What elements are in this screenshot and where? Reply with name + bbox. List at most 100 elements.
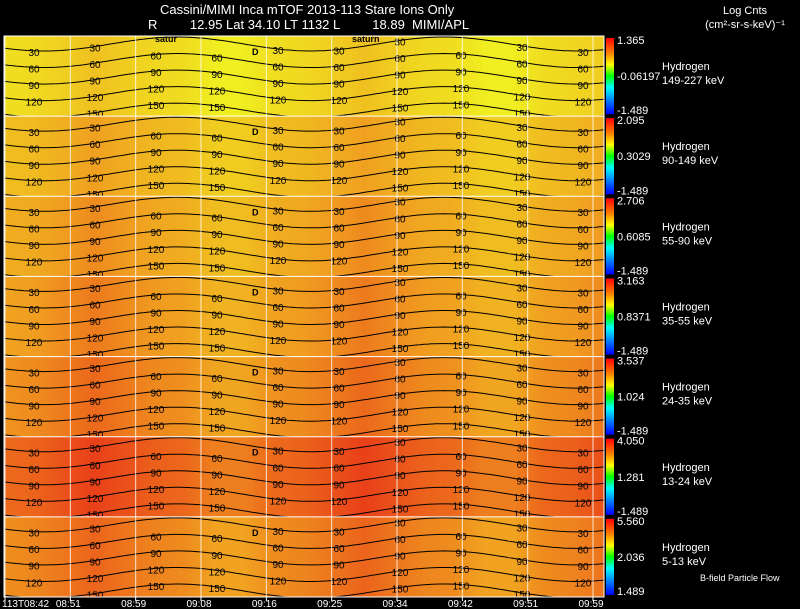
- contour-label: 30: [516, 123, 528, 134]
- contour-label: 60: [150, 132, 162, 143]
- contour-label: 120: [87, 494, 104, 505]
- contour-label: 120: [331, 497, 348, 508]
- x-tick-label: 09:34: [382, 599, 407, 609]
- contour-label: 90: [333, 320, 345, 331]
- contour-label: 60: [394, 535, 406, 546]
- contour-label: 150: [453, 181, 470, 192]
- colorbar-6: [606, 438, 614, 515]
- contour-label: 30: [577, 48, 589, 59]
- contour-label: 120: [270, 96, 287, 107]
- contour-label: 120: [514, 413, 531, 424]
- contour-label: 90: [211, 551, 223, 562]
- contour-label: 90: [516, 396, 528, 407]
- contour-label: 120: [87, 414, 104, 425]
- contour-label: 90: [516, 316, 528, 327]
- colorbar-mid-6: 1.281: [617, 472, 645, 484]
- panel-3-contour-120: [3, 246, 605, 262]
- contour-label: 60: [28, 385, 40, 396]
- panel-6-contour-120: [3, 486, 605, 502]
- contour-label: 30: [272, 527, 284, 538]
- x-tick-label: 09:25: [317, 599, 342, 609]
- contour-label: 90: [89, 557, 101, 568]
- contour-label: 30: [272, 286, 284, 297]
- contour-label: 120: [575, 418, 592, 429]
- colorbar-units: Log Cnts (cm²-sr-s-keV)⁻¹: [690, 4, 800, 32]
- contour-label: 120: [209, 327, 226, 338]
- contour-label: 60: [577, 145, 589, 156]
- contour-label: 120: [514, 173, 531, 184]
- contour-label: 150: [392, 264, 409, 275]
- contour-label: 60: [516, 540, 528, 551]
- colorbar-min-1: -1.489: [617, 105, 648, 117]
- panel-5-contour-30: [3, 357, 605, 373]
- contour-label: 120: [453, 485, 470, 496]
- colorbar-4: [606, 278, 614, 355]
- panel-6-contour-30: [3, 437, 605, 453]
- contour-label: 150: [209, 343, 226, 354]
- colorbar-min-5: -1.489: [617, 426, 648, 438]
- contour-label: 60: [89, 60, 101, 71]
- contour-label: 30: [28, 368, 40, 379]
- contour-label: 120: [209, 567, 226, 578]
- contour-label: 150: [514, 430, 531, 441]
- contour-label: 30: [577, 288, 589, 299]
- panel-1-contour-60: [3, 52, 605, 68]
- contour-label: 90: [394, 551, 406, 562]
- panel-3-contour-60: [3, 213, 605, 229]
- contour-label: 60: [333, 464, 345, 475]
- contour-label: 120: [209, 487, 226, 498]
- contour-label: 120: [514, 573, 531, 584]
- marker-D: D: [252, 127, 259, 137]
- x-tick-label: 09:08: [186, 599, 211, 609]
- contour-label: 120: [331, 417, 348, 428]
- contour-label: 120: [148, 565, 165, 576]
- contour-label: 90: [333, 480, 345, 491]
- contour-label: 60: [89, 381, 101, 392]
- contour-label: 90: [28, 321, 40, 332]
- x-tick-label: 09:59: [578, 599, 603, 609]
- contour-label: 60: [150, 452, 162, 463]
- contour-label: 30: [333, 527, 345, 538]
- contour-label: 30: [28, 529, 40, 540]
- colorbar-3: [606, 198, 614, 275]
- contour-label: 60: [28, 465, 40, 476]
- contour-label: 60: [28, 64, 40, 75]
- contour-label: 60: [89, 541, 101, 552]
- contour-label: 120: [392, 408, 409, 419]
- contour-label: 90: [394, 471, 406, 482]
- contour-label: 60: [272, 63, 284, 74]
- contour-label: 30: [516, 283, 528, 294]
- contour-label: 60: [516, 460, 528, 471]
- contour-label: 60: [577, 305, 589, 316]
- panel-6-contour-90: [3, 470, 605, 486]
- contour-label: 150: [453, 421, 470, 432]
- contour-label: 120: [392, 87, 409, 98]
- contour-label: 150: [453, 341, 470, 352]
- contour-label: 90: [577, 161, 589, 172]
- contour-label: 120: [453, 325, 470, 336]
- contour-label: 90: [89, 317, 101, 328]
- contour-label: 120: [87, 173, 104, 184]
- contour-label: 90: [272, 480, 284, 491]
- contour-label: 150: [209, 263, 226, 274]
- plot-frame: [3, 35, 605, 598]
- contour-label: 150: [514, 349, 531, 360]
- contour-label: 120: [514, 333, 531, 344]
- contour-label: 30: [577, 449, 589, 460]
- contour-label: 60: [211, 134, 223, 145]
- panel-4-contour-30: [3, 276, 605, 292]
- contour-label: 120: [26, 258, 43, 269]
- contour-label: 30: [89, 124, 101, 135]
- marker-D: D: [252, 207, 259, 217]
- contour-label: 60: [577, 385, 589, 396]
- contour-label: 150: [392, 344, 409, 355]
- contour-label: 90: [272, 159, 284, 170]
- contour-label: 60: [333, 384, 345, 395]
- contour-label: 30: [394, 358, 406, 369]
- contour-label: 30: [394, 278, 406, 289]
- contour-label: 60: [516, 380, 528, 391]
- contour-label: 150: [209, 183, 226, 194]
- colorbar-mid-1: -0.06197: [617, 71, 660, 83]
- contour-label: 90: [577, 241, 589, 252]
